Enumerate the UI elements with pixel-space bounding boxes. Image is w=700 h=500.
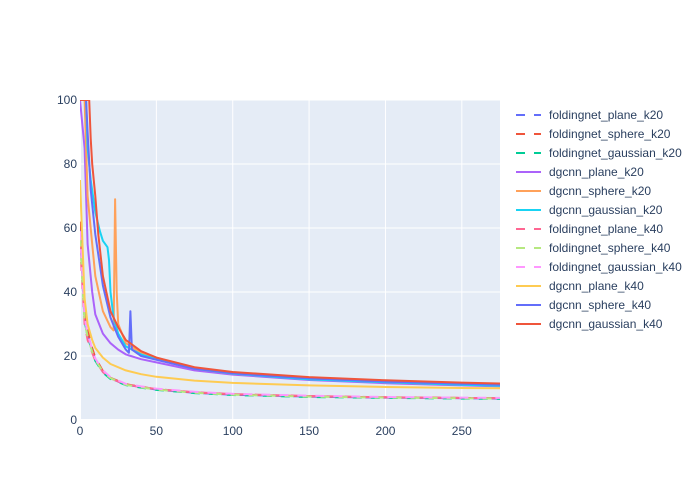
y-tick-label: 20 [64,349,78,363]
x-tick-label: 0 [77,424,84,438]
legend-label: foldingnet_plane_k20 [549,108,663,122]
series-lines [80,100,500,400]
y-tick-label: 40 [64,285,78,299]
x-tick-label: 50 [150,424,164,438]
y-tick-label: 80 [64,157,78,171]
x-tick-label: 200 [375,424,395,438]
legend-item-foldingnet_gaussian_k20[interactable]: foldingnet_gaussian_k20 [516,146,682,160]
x-tick-label: 100 [223,424,243,438]
legend-label: dgcnn_gaussian_k20 [549,203,663,217]
series-line-dgcnn_plane_k40 [80,179,500,390]
legend-item-dgcnn_plane_k40[interactable]: dgcnn_plane_k40 [516,279,644,293]
series-line-foldingnet_sphere_k40 [80,237,500,400]
legend-item-dgcnn_gaussian_k20[interactable]: dgcnn_gaussian_k20 [516,203,663,217]
legend-item-dgcnn_gaussian_k40[interactable]: dgcnn_gaussian_k40 [516,317,663,331]
axis-tick-labels: 0 50 100 150 200 250 0 20 40 60 80 100 [57,93,472,438]
legend-label: dgcnn_sphere_k20 [549,184,651,198]
plot-background [80,100,500,420]
legend-item-foldingnet_gaussian_k40[interactable]: foldingnet_gaussian_k40 [516,260,682,274]
y-tick-label: 0 [70,413,77,427]
x-tick-label: 250 [452,424,472,438]
legend-item-foldingnet_plane_k20[interactable]: foldingnet_plane_k20 [516,108,663,122]
series-line-foldingnet_gaussian_k40 [80,231,500,399]
legend-item-dgcnn_sphere_k20[interactable]: dgcnn_sphere_k20 [516,184,651,198]
legend-label: foldingnet_plane_k40 [549,222,663,236]
x-tick-label: 150 [299,424,319,438]
legend-label: dgcnn_plane_k20 [549,165,644,179]
legend-label: dgcnn_plane_k40 [549,279,644,293]
y-tick-label: 60 [64,221,78,235]
legend-label: dgcnn_sphere_k40 [549,298,651,312]
series-line-dgcnn_gaussian_k40 [80,100,500,385]
legend-label: dgcnn_gaussian_k40 [549,317,663,331]
legend-item-foldingnet_plane_k40[interactable]: foldingnet_plane_k40 [516,222,663,236]
legend-item-dgcnn_plane_k20[interactable]: dgcnn_plane_k20 [516,165,644,179]
legend-item-foldingnet_sphere_k20[interactable]: foldingnet_sphere_k20 [516,127,671,141]
legend-item-dgcnn_sphere_k40[interactable]: dgcnn_sphere_k40 [516,298,651,312]
legend-label: foldingnet_gaussian_k20 [549,146,682,160]
legend-label: foldingnet_sphere_k20 [549,127,671,141]
y-tick-label: 100 [57,93,77,107]
series-line-dgcnn_sphere_k40 [80,100,500,386]
legend-item-foldingnet_sphere_k40[interactable]: foldingnet_sphere_k40 [516,241,671,255]
grid-lines [79,99,500,421]
legend-label: foldingnet_sphere_k40 [549,241,671,255]
legend[interactable]: foldingnet_plane_k20 foldingnet_sphere_k2… [516,108,682,331]
legend-label: foldingnet_gaussian_k40 [549,260,682,274]
